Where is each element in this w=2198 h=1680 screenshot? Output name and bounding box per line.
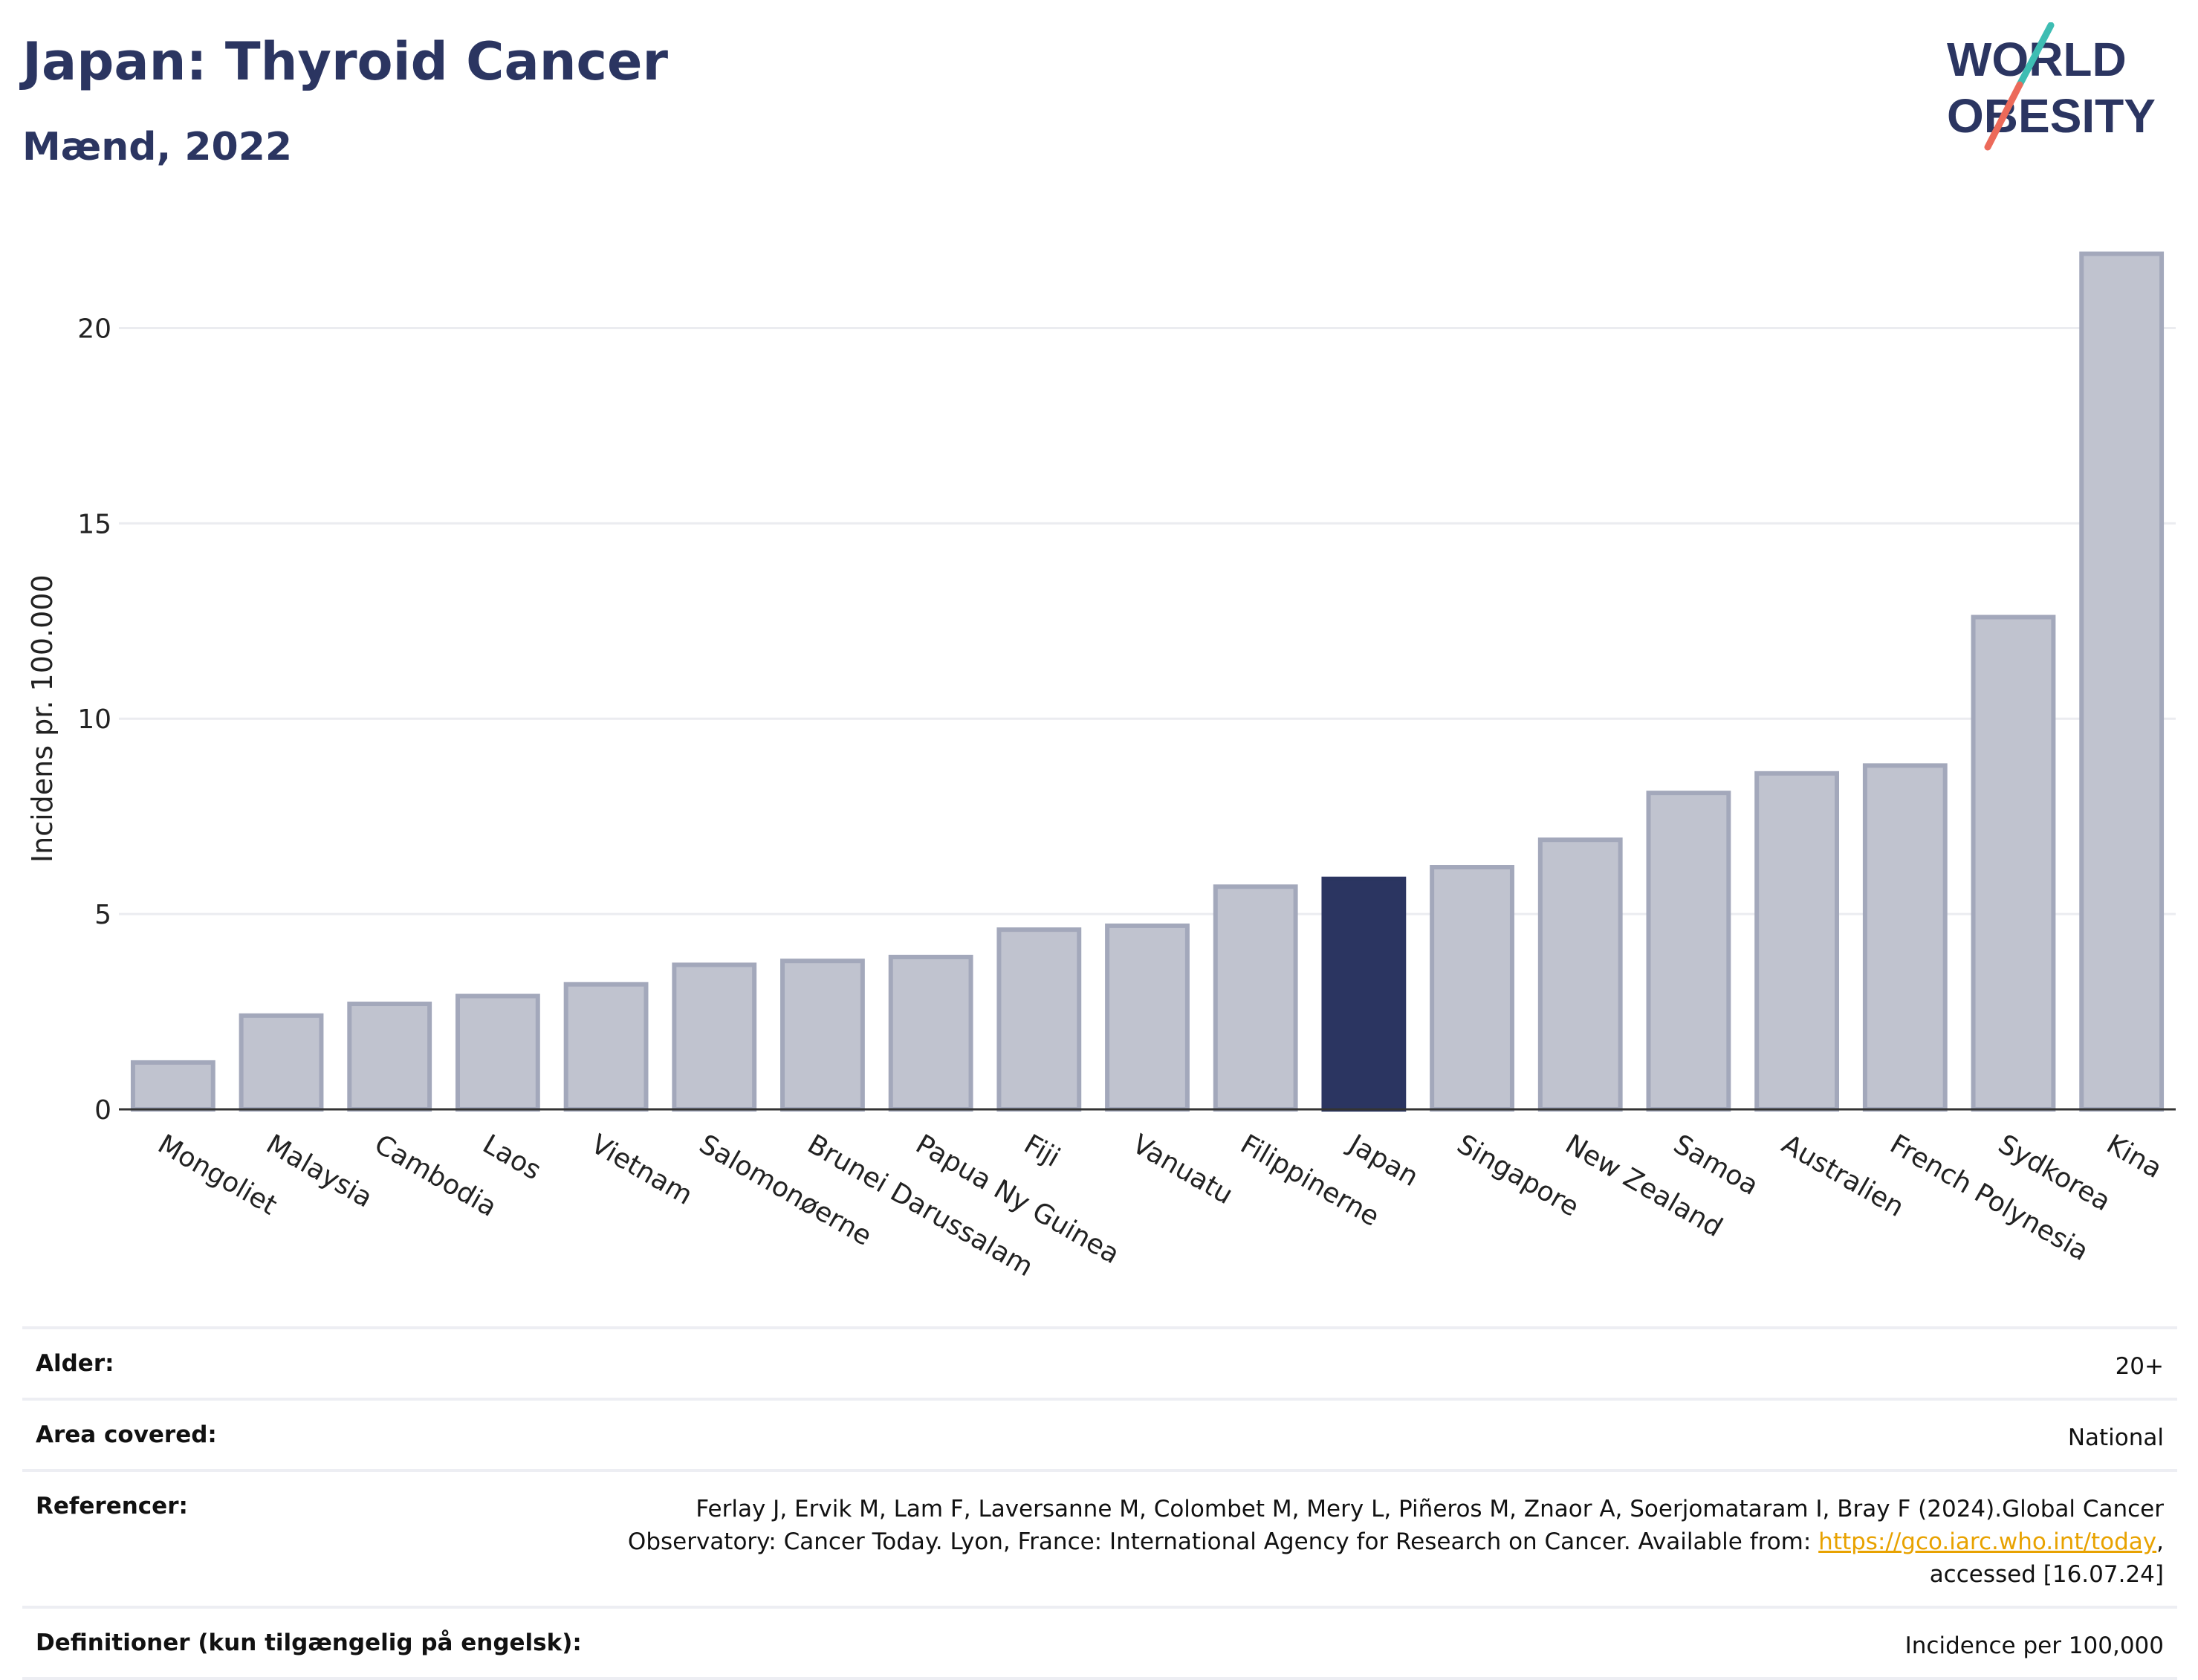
x-tick-label: French Polynesia [1884, 1129, 2093, 1267]
page-title: Japan: Thyroid Cancer [22, 31, 669, 92]
y-tick-labels: 0 5 10 15 20 [77, 314, 111, 1126]
x-tick-label: Fiji [1019, 1129, 1065, 1173]
meta-value: National [2067, 1424, 2164, 1451]
bar [2079, 251, 2165, 1112]
meta-value: Incidence per 100,000 [1904, 1632, 2164, 1659]
logo-word-obesity: OBESITY [1947, 89, 2156, 143]
x-tick-label: Singapore [1452, 1129, 1584, 1222]
x-tick-label: Laos [478, 1129, 546, 1186]
y-tick-label: 0 [94, 1095, 111, 1126]
meta-row-references: Referencer: Ferlay J, Ervik M, Lam F, La… [22, 1469, 2177, 1606]
bar [1105, 923, 1190, 1112]
meta-row-age: Alder: 20+ [22, 1326, 2177, 1398]
bar [780, 959, 865, 1112]
meta-label: Alder: [36, 1350, 114, 1377]
bar [1430, 865, 1514, 1112]
bar [1646, 791, 1731, 1112]
reference-text: Ferlay J, Ervik M, Lam F, Laversanne M, … [627, 1496, 2164, 1555]
bar [239, 1013, 324, 1112]
bar [347, 1002, 432, 1112]
bar [1754, 771, 1840, 1112]
y-tick-label: 15 [77, 509, 111, 539]
y-tick-label: 5 [94, 900, 111, 930]
y-axis-label: Incidens pr. 100.000 [26, 574, 59, 863]
page-subtitle: Mænd, 2022 [22, 125, 293, 169]
meta-label: Area covered: [36, 1421, 217, 1448]
bar [672, 962, 757, 1112]
x-tick-label: Australien [1777, 1129, 1909, 1223]
x-tick-label: Japan [1342, 1128, 1423, 1193]
bar [130, 1060, 215, 1112]
logo-coral-stroke [1984, 81, 2023, 151]
meta-label: Referencer: [36, 1493, 188, 1520]
y-tick-label: 20 [77, 314, 111, 344]
reference-link[interactable]: https://gco.iarc.who.int/today [1818, 1528, 2157, 1555]
x-tick-label: Vanuatu [1127, 1129, 1238, 1210]
bar-highlight [1321, 876, 1407, 1112]
reference-accessed: , accessed [16.07.24] [1929, 1528, 2164, 1588]
world-obesity-logo: WORLD OBESITY [1947, 22, 2156, 151]
metadata-table: Alder: 20+ Area covered: National Refere… [22, 1326, 2177, 1680]
meta-row-definitions: Definitioner (kun tilgængelig på engelsk… [22, 1606, 2177, 1680]
meta-value: 20+ [2115, 1353, 2164, 1380]
bar [888, 954, 973, 1112]
x-tick-label: Mongoliet [153, 1129, 282, 1221]
meta-label: Definitioner (kun tilgængelig på engelsk… [36, 1629, 582, 1656]
meta-value: Ferlay J, Ervik M, Lam F, Laversanne M, … [574, 1493, 2164, 1591]
bar [563, 982, 649, 1112]
bar [455, 993, 540, 1112]
bar [1971, 614, 2056, 1112]
bar [1537, 837, 1623, 1112]
y-tick-label: 10 [77, 704, 111, 735]
x-tick-label: Kina [2101, 1129, 2167, 1184]
bar [1862, 763, 1948, 1112]
bar [996, 927, 1082, 1112]
logo-teal-stroke [2016, 22, 2055, 88]
x-tick-label: Malaysia [261, 1129, 377, 1213]
x-tick-label: Cambodia [369, 1129, 502, 1223]
bar [1213, 884, 1298, 1112]
meta-row-area: Area covered: National [22, 1398, 2177, 1469]
x-tick-label: Vietnam [586, 1129, 697, 1211]
bars [130, 251, 2165, 1112]
